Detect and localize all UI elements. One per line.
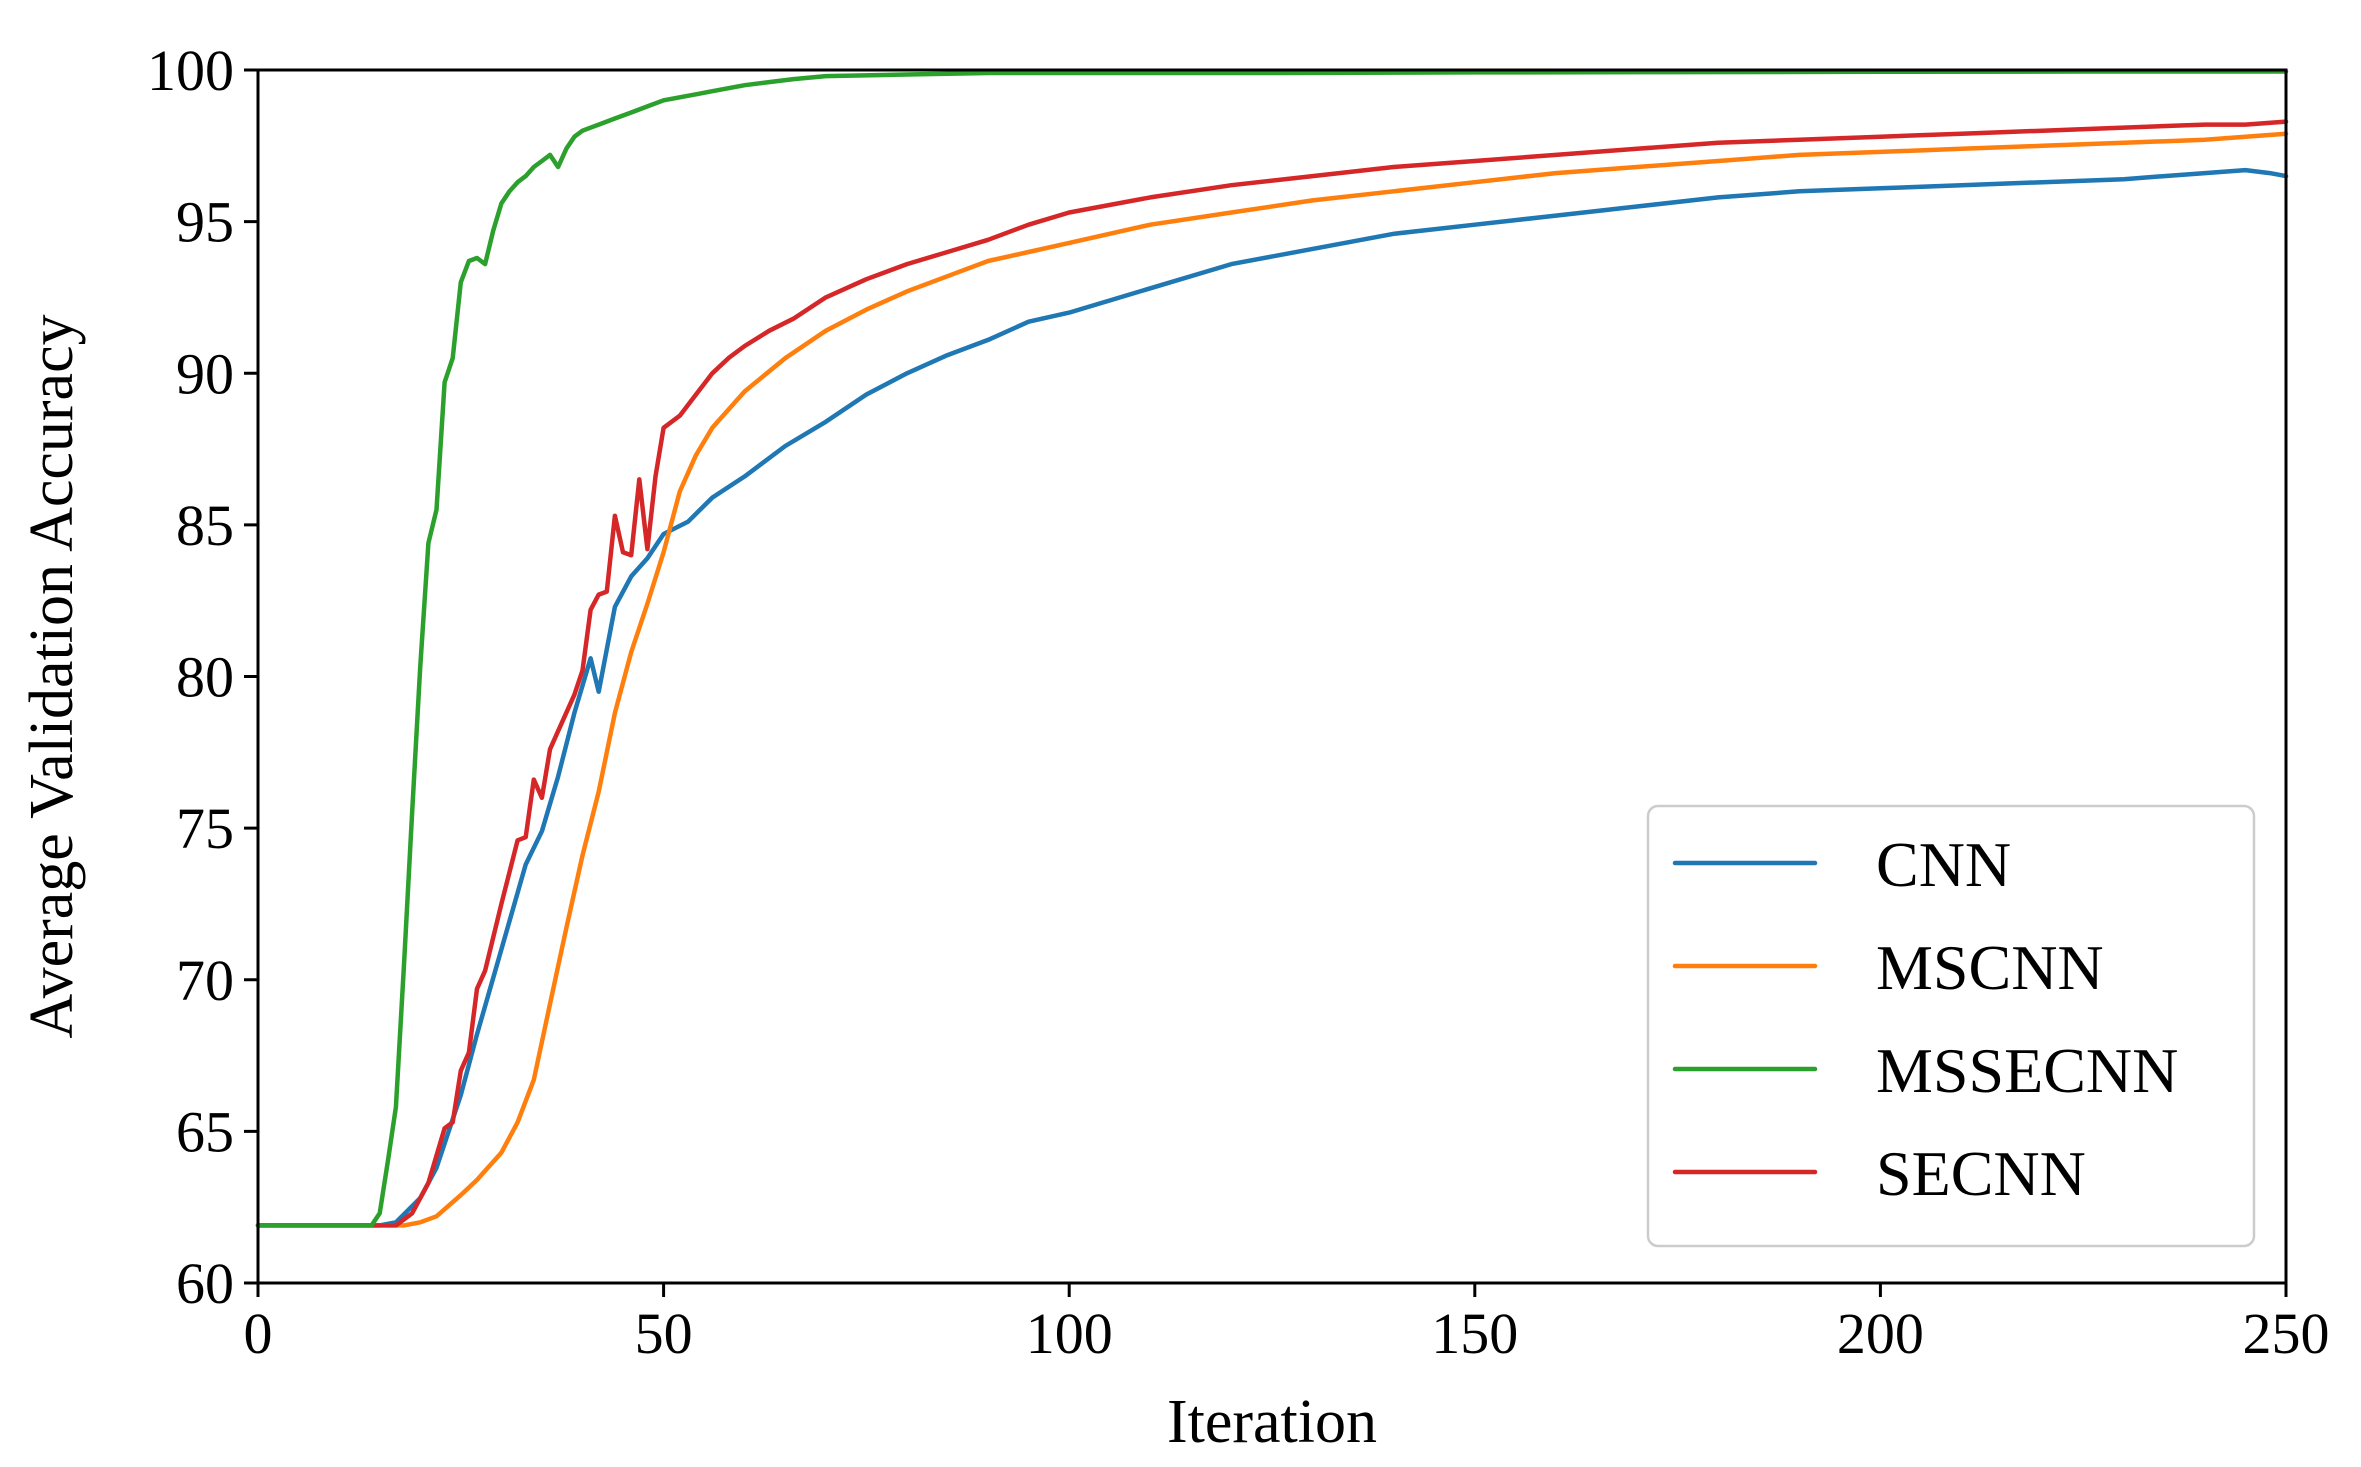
y-axis-title: Average Validation Accuracy	[18, 314, 86, 1038]
x-tick-label: 50	[635, 1301, 693, 1366]
legend-box	[1646, 804, 2256, 1248]
y-tick-label: 90	[176, 341, 234, 406]
series-layer	[255, 69, 2289, 1228]
y-tick-label: 60	[176, 1251, 234, 1316]
y-tick-label: 80	[176, 645, 234, 710]
x-tick-label: 250	[2243, 1301, 2330, 1366]
y-tick-label: 70	[176, 948, 234, 1013]
ticks-layer: 0 50 100 150 200 250 60 65 70 75 80 85 90 95 100	[147, 38, 2330, 1366]
legend-label-secnn: SECNN	[1876, 1138, 2086, 1209]
legend-label-mscnn: MSCNN	[1876, 932, 2104, 1003]
series-line-secnn	[255, 119, 2289, 1228]
y-tick-label: 95	[176, 190, 234, 255]
x-tick-label: 0	[244, 1301, 273, 1366]
x-tick-label: 150	[1431, 1301, 1518, 1366]
series-line-mscnn	[255, 131, 2289, 1228]
legend: CNN MSCNN MSSECNN SECNN	[1646, 804, 2256, 1248]
series-line-mssecnn	[255, 69, 2289, 1228]
legend-label-mssecnn: MSSECNN	[1876, 1035, 2178, 1106]
x-axis-title: Iteration	[1167, 1388, 1377, 1456]
y-tick-label: 75	[176, 796, 234, 861]
y-tick-label: 65	[176, 1099, 234, 1164]
y-tick-label: 100	[147, 38, 234, 103]
y-tick-label: 85	[176, 493, 234, 558]
legend-entries: CNN MSCNN MSSECNN SECNN	[1672, 829, 2178, 1209]
x-tick-label: 200	[1837, 1301, 1924, 1366]
x-tick-label: 100	[1026, 1301, 1113, 1366]
series-line-cnn	[255, 167, 2289, 1228]
legend-label-cnn: CNN	[1876, 829, 2011, 900]
